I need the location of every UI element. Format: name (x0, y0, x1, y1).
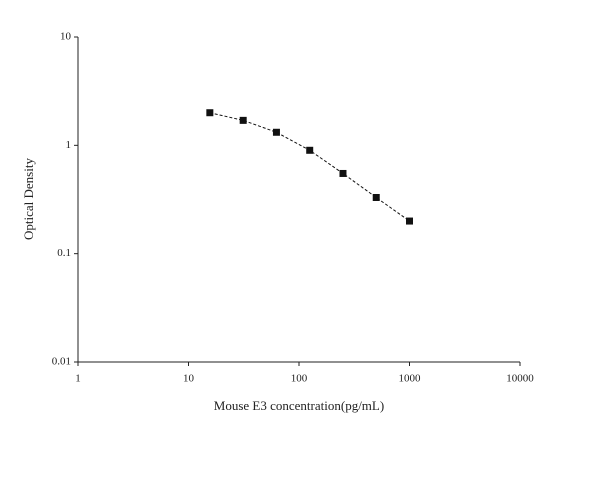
data-point (306, 146, 314, 154)
x-tick-label: 10 (183, 373, 195, 385)
x-axis-label: Mouse E3 concentration(pg/mL) (214, 398, 384, 413)
y-tick-label: 10 (60, 31, 72, 43)
data-point (239, 116, 247, 124)
x-tick-label: 1 (75, 373, 81, 385)
x-tick-label: 1000 (399, 373, 422, 385)
y-axis-label: Optical Density (21, 158, 36, 240)
data-point (339, 169, 347, 177)
y-tick-label: 0.01 (52, 356, 71, 368)
data-point (372, 193, 380, 201)
y-tick-label: 0.1 (57, 247, 71, 259)
x-tick-label: 10000 (506, 373, 534, 385)
data-point (272, 128, 280, 136)
data-point (206, 109, 214, 117)
y-tick-label: 1 (66, 139, 72, 151)
series-line (209, 112, 410, 222)
x-tick-label: 100 (291, 373, 308, 385)
data-point (406, 217, 413, 225)
